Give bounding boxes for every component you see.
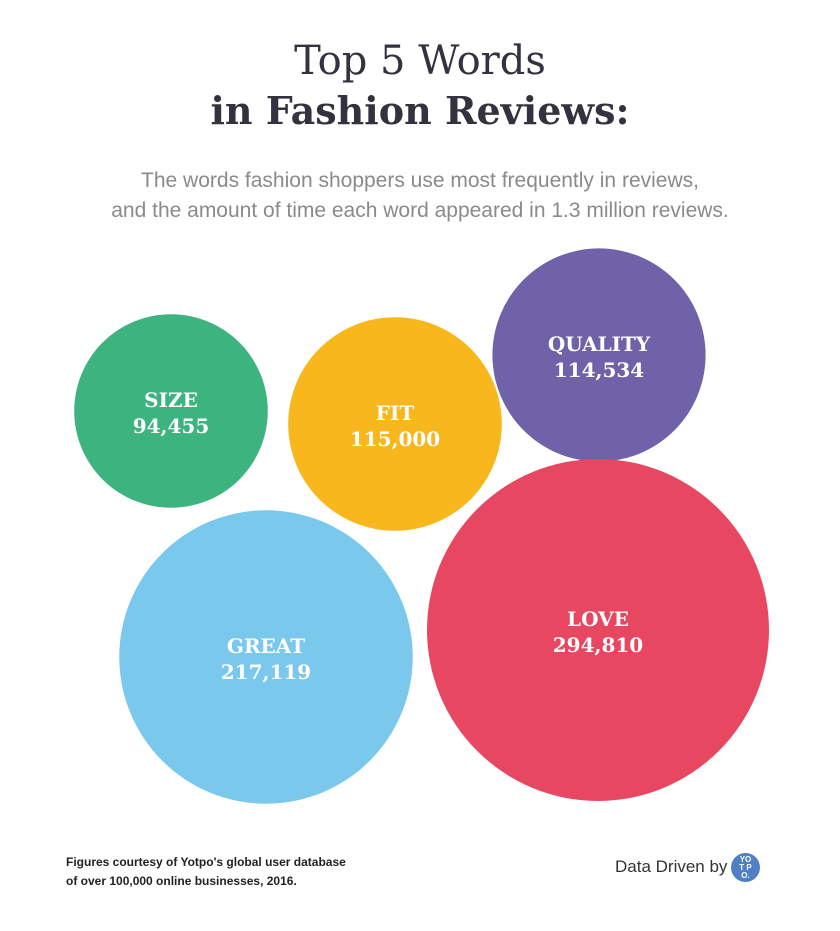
bubble-value: 94,455 <box>133 414 210 438</box>
bubble-great <box>119 510 413 804</box>
bubble-label: QUALITY <box>548 332 651 356</box>
bubble-value: 217,119 <box>221 660 311 684</box>
bubble-quality <box>492 248 706 462</box>
bubble-fit <box>288 317 502 531</box>
bubble-value: 294,810 <box>553 633 643 657</box>
bubble-value: 114,534 <box>554 358 645 382</box>
title-line-2: in Fashion Reviews: <box>210 88 630 133</box>
bubble-value: 115,000 <box>350 427 440 451</box>
subtitle-line-1: The words fashion shoppers use most freq… <box>141 169 699 192</box>
bubble-label: GREAT <box>227 634 305 658</box>
source-line-1: Figures courtesy of Yotpo's global user … <box>66 855 346 869</box>
bubble-size <box>74 314 268 508</box>
yotpo-logo: YOT PO. <box>731 853 760 882</box>
bubble-love <box>427 459 769 801</box>
title-line-1: Top 5 Words <box>294 38 546 84</box>
bubble-label: SIZE <box>144 388 198 412</box>
subtitle-line-2: and the amount of time each word appeare… <box>111 199 729 222</box>
credit-text: Data Driven by <box>615 857 728 876</box>
subtitle: The words fashion shoppers use most freq… <box>0 166 840 226</box>
bubble-label: LOVE <box>567 607 629 631</box>
bubble-label: FIT <box>376 401 415 425</box>
source-note: Figures courtesy of Yotpo's global user … <box>66 853 346 891</box>
source-line-2: of over 100,000 online businesses, 2016. <box>66 874 297 888</box>
